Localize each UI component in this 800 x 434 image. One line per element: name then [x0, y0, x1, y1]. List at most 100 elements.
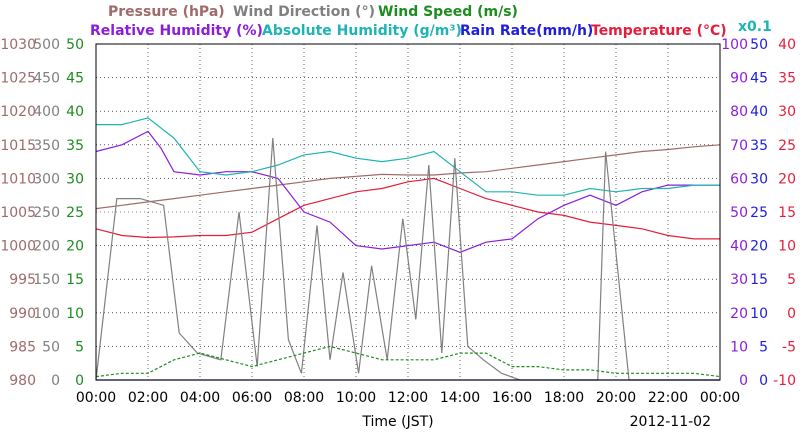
wind-direction-tick-label: 300 [33, 171, 60, 187]
rain-rate-tick-label: 50 [750, 37, 768, 53]
temperature-tick-label: 25 [778, 138, 796, 154]
wind-speed-tick-label: 35 [66, 138, 84, 154]
wind-direction-tick-label: 350 [33, 138, 60, 154]
x-axis-label: Time (JST) [361, 414, 433, 430]
x-tick-label: 08:00 [284, 390, 324, 406]
humidity-tick-label: 0 [739, 373, 748, 389]
pressure-tick-label: 1015 [0, 138, 36, 154]
temperature-tick-label: 40 [778, 37, 796, 53]
series-temperature [95, 177, 720, 240]
x-tick-label: 14:00 [440, 390, 480, 406]
temperature-tick-label: 10 [778, 239, 796, 255]
pressure-tick-label: 1000 [0, 239, 36, 255]
pressure-tick-label: 1010 [0, 171, 36, 187]
humidity-tick-label: 30 [730, 272, 748, 288]
x-tick-label: 18:00 [544, 390, 584, 406]
wind-speed-tick-label: 25 [66, 205, 84, 221]
x-tick-label: 12:00 [388, 390, 428, 406]
x-tick-label: 10:00 [336, 390, 376, 406]
x-axis-ticks: 00:00 02:00 04:00 06:00 08:00 10:00 12:00 14:00… [76, 390, 740, 406]
humidity-tick-label: 10 [730, 339, 748, 355]
legend-rain-rate: Rain Rate(mm/h) [460, 23, 593, 39]
humidity-tick-label: 40 [730, 239, 748, 255]
rain-rate-tick-label: 25 [750, 205, 768, 221]
x-tick-label: 06:00 [232, 390, 272, 406]
series-relative-humidity [95, 130, 720, 253]
pressure-tick-label: 1030 [0, 37, 36, 53]
plot-grid [95, 43, 721, 381]
wind-direction-tick-label: 50 [42, 339, 60, 355]
series-wind-direction [95, 138, 720, 381]
x-tick-label: 00:00 [700, 390, 740, 406]
left-axes: 1030102510201015101010051000995990985980… [0, 37, 84, 389]
temperature-tick-label: 20 [778, 171, 796, 187]
temperature-tick-label: -5 [782, 339, 796, 355]
pressure-tick-label: 1025 [0, 71, 36, 87]
temperature-tick-label: -10 [773, 373, 796, 389]
rain-rate-tick-label: 20 [750, 239, 768, 255]
wind-direction-tick-label: 250 [33, 205, 60, 221]
wind-speed-tick-label: 30 [66, 171, 84, 187]
humidity-tick-label: 50 [730, 205, 748, 221]
pressure-tick-label: 980 [9, 373, 36, 389]
legend-pressure: Pressure (hPa) [108, 4, 225, 20]
rain-rate-tick-label: 0 [759, 373, 768, 389]
rain-rate-tick-label: 45 [750, 71, 768, 87]
legend-absolute-humidity: Absolute Humidity (g/m³) [262, 23, 462, 39]
x-tick-label: 22:00 [648, 390, 688, 406]
humidity-tick-label: 60 [730, 171, 748, 187]
x-tick-label: 16:00 [492, 390, 532, 406]
rain-rate-tick-label: 15 [750, 272, 768, 288]
x-tick-label: 02:00 [128, 390, 168, 406]
right-axes: 1009080706050403020100504540353025201510… [721, 37, 796, 389]
rain-rate-tick-label: 35 [750, 138, 768, 154]
series-absolute-humidity [96, 117, 720, 196]
rain-rate-tick-label: 5 [759, 339, 768, 355]
series-pressure [95, 144, 721, 210]
legend-temperature: Temperature (°C) [591, 23, 727, 39]
wind-speed-tick-label: 15 [66, 272, 84, 288]
pressure-tick-label: 1005 [0, 205, 36, 221]
wind-speed-tick-label: 10 [66, 306, 84, 322]
pressure-tick-label: 985 [9, 339, 36, 355]
rain-rate-tick-label: 30 [750, 171, 768, 187]
wind-direction-tick-label: 150 [33, 272, 60, 288]
temperature-tick-label: 5 [787, 272, 796, 288]
rain-rate-tick-label: 10 [750, 306, 768, 322]
wind-direction-tick-label: 500 [33, 37, 60, 53]
wind-speed-tick-label: 50 [66, 37, 84, 53]
pressure-tick-label: 990 [9, 306, 36, 322]
x-tick-label: 00:00 [76, 390, 116, 406]
humidity-tick-label: 100 [721, 37, 748, 53]
pressure-tick-label: 995 [9, 272, 36, 288]
humidity-tick-label: 90 [730, 71, 748, 87]
chart-date: 2012-11-02 [630, 414, 711, 430]
wind-speed-tick-label: 20 [66, 239, 84, 255]
humidity-tick-label: 70 [730, 138, 748, 154]
legend-wind-direction: Wind Direction (°) [233, 4, 375, 20]
temperature-tick-label: 0 [787, 306, 796, 322]
wind-speed-tick-label: 5 [75, 339, 84, 355]
legend-wind-speed: Wind Speed (m/s) [378, 4, 518, 20]
temperature-tick-label: 30 [778, 104, 796, 120]
x-tick-label: 04:00 [180, 390, 220, 406]
temperature-tick-label: 35 [778, 71, 796, 87]
wind-direction-tick-label: 0 [51, 373, 60, 389]
plot-frame [95, 43, 721, 381]
wind-speed-tick-label: 0 [75, 373, 84, 389]
wind-direction-tick-label: 450 [33, 71, 60, 87]
ah-scale-note: x0.1 [738, 19, 772, 35]
wind-speed-tick-label: 40 [66, 104, 84, 120]
series-wind-speed [95, 345, 721, 378]
temperature-tick-label: 15 [778, 205, 796, 221]
rain-rate-tick-label: 40 [750, 104, 768, 120]
humidity-tick-label: 20 [730, 306, 748, 322]
wind-direction-tick-label: 100 [33, 306, 60, 322]
wind-direction-tick-label: 400 [33, 104, 60, 120]
legend-relative-humidity: Relative Humidity (%) [90, 23, 263, 39]
wind-direction-tick-label: 200 [33, 239, 60, 255]
humidity-tick-label: 80 [730, 104, 748, 120]
pressure-tick-label: 1020 [0, 104, 36, 120]
wind-speed-tick-label: 45 [66, 71, 84, 87]
